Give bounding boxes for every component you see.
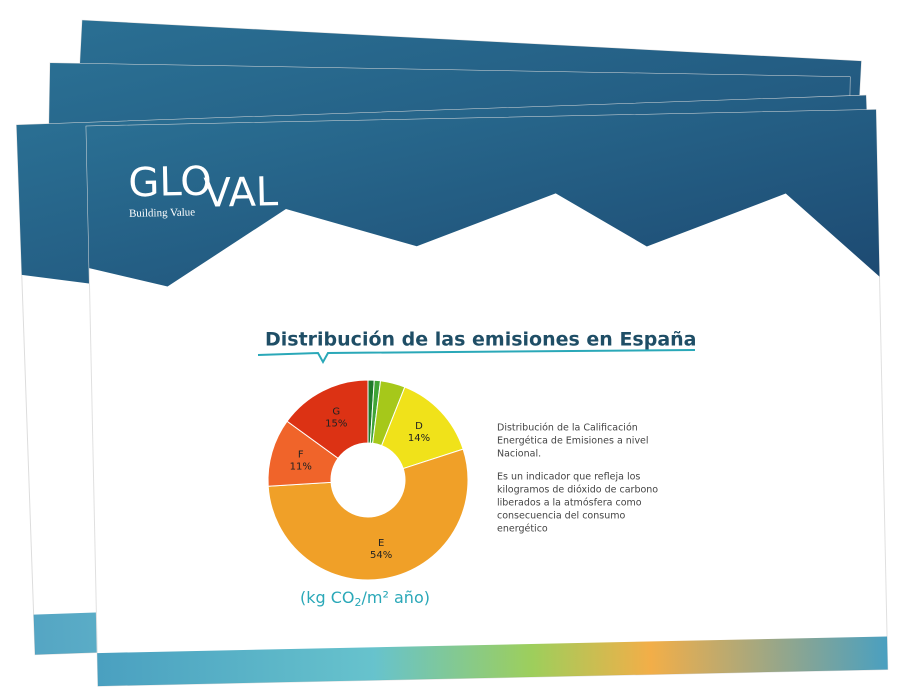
slice-value: 54% xyxy=(370,550,392,561)
donut-slice xyxy=(286,379,369,459)
logo: VAL xyxy=(203,169,279,217)
unit-label: (kg CO2/m² año) xyxy=(300,588,430,610)
tagline: Building Value xyxy=(129,206,195,219)
slice-value: 15% xyxy=(325,419,347,430)
unit-subscript: 2 xyxy=(355,596,362,609)
unit-text: /m² año) xyxy=(362,588,430,607)
description-line: Nacional. xyxy=(497,449,541,460)
slice-category: G xyxy=(332,407,340,418)
unit-text: (kg CO xyxy=(300,588,355,607)
skyline xyxy=(97,636,888,687)
slice-category: E xyxy=(378,538,384,549)
front-sheet: GLO VAL Building Value xyxy=(85,109,889,687)
description-line: consecuencia del consumo xyxy=(497,511,625,522)
donut-slice xyxy=(267,448,469,581)
chart-title: Distribución de las emisiones en España xyxy=(265,329,697,351)
slice-value: 14% xyxy=(408,433,430,444)
title-underline xyxy=(257,349,696,365)
header-band xyxy=(86,109,880,287)
description-line: Es un indicador que refleja los xyxy=(497,472,640,483)
description-line: liberados a la atmósfera como xyxy=(497,498,642,509)
description-line: kilogramos de dióxido de carbono xyxy=(497,485,658,496)
slice-category: F xyxy=(298,449,304,460)
logo: GLO xyxy=(128,159,212,207)
description-line: Distribución de la Calificación xyxy=(497,423,638,434)
description-line: Energética de Emisiones a nivel xyxy=(497,436,649,447)
slice-value: 11% xyxy=(290,461,312,472)
content: Distribución de las emisiones en España … xyxy=(257,329,697,610)
description-line: energético xyxy=(497,524,548,535)
slice-category: D xyxy=(415,421,423,432)
